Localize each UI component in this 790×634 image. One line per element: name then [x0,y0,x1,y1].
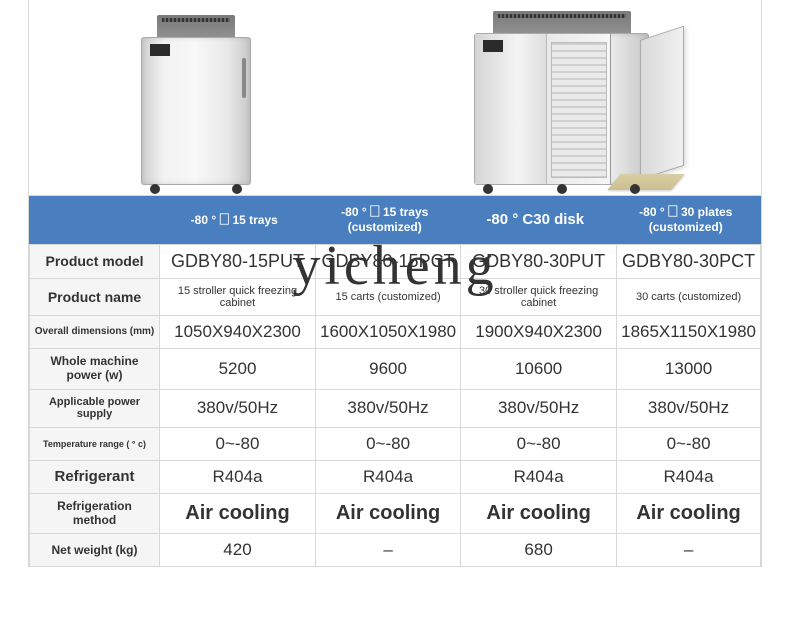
row-label: Refrigeration method [30,493,160,534]
spec-card: -80 ° 🗌 15 trays -80 ° 🗌 15 trays (custo… [28,0,762,567]
table-row: Overall dimensions (mm) 1050X940X2300 16… [30,316,761,349]
header-col-2: -80 ° 🗌 15 trays (customized) [310,196,461,244]
row-label: Product name [30,279,160,316]
cell: 9600 [315,349,460,390]
row-label: Temperature range ( ° c) [30,427,160,460]
cell: 0~-80 [160,427,316,460]
spec-table: Product model GDBY80-15PUT GDBY80-15PCT … [29,244,761,567]
header-col-1: -80 ° 🗌 15 trays [159,196,310,244]
freezer-double-image [474,11,649,185]
cell: 0~-80 [617,427,761,460]
cell: Air cooling [315,493,460,534]
table-row: Temperature range ( ° c) 0~-80 0~-80 0~-… [30,427,761,460]
cell: Air cooling [617,493,761,534]
cell: – [315,534,460,567]
table-row: Product name 15 stroller quick freezing … [30,279,761,316]
cell: 380v/50Hz [160,389,316,427]
cell: 380v/50Hz [617,389,761,427]
table-row: Refrigeration method Air cooling Air coo… [30,493,761,534]
cell: – [617,534,761,567]
cell: R404a [617,460,761,493]
cell: GDBY80-30PUT [461,245,617,279]
cell: 1600X1050X1980 [315,316,460,349]
cell: R404a [461,460,617,493]
row-label: Overall dimensions (mm) [30,316,160,349]
cell: 13000 [617,349,761,390]
cell: 1865X1150X1980 [617,316,761,349]
freezer-single-image [141,15,251,185]
row-label: Refrigerant [30,460,160,493]
cell: GDBY80-15PCT [315,245,460,279]
header-col-4: -80 ° 🗌 30 plates (customized) [611,196,762,244]
cell: 1900X940X2300 [461,316,617,349]
cell: GDBY80-15PUT [160,245,316,279]
header-blank [29,196,159,244]
cell: 10600 [461,349,617,390]
cell: 1050X940X2300 [160,316,316,349]
cell: Air cooling [461,493,617,534]
cell: 30 carts (customized) [617,279,761,316]
cell: R404a [315,460,460,493]
row-label: Applicable power supply [30,389,160,427]
cell: 380v/50Hz [461,389,617,427]
table-row: Product model GDBY80-15PUT GDBY80-15PCT … [30,245,761,279]
product-images [29,0,761,196]
cell: 30 stroller quick freezing cabinet [461,279,617,316]
cell: R404a [160,460,316,493]
cell: GDBY80-30PCT [617,245,761,279]
table-header: -80 ° 🗌 15 trays -80 ° 🗌 15 trays (custo… [29,196,761,244]
cell: Air cooling [160,493,316,534]
cell: 680 [461,534,617,567]
table-row: Net weight (kg) 420 – 680 – [30,534,761,567]
row-label: Product model [30,245,160,279]
cell: 15 stroller quick freezing cabinet [160,279,316,316]
cell: 0~-80 [461,427,617,460]
cell: 420 [160,534,316,567]
cell: 380v/50Hz [315,389,460,427]
row-label: Whole machine power (w) [30,349,160,390]
cell: 5200 [160,349,316,390]
table-row: Applicable power supply 380v/50Hz 380v/5… [30,389,761,427]
cell: 0~-80 [315,427,460,460]
cell: 15 carts (customized) [315,279,460,316]
table-row: Refrigerant R404a R404a R404a R404a [30,460,761,493]
table-row: Whole machine power (w) 5200 9600 10600 … [30,349,761,390]
row-label: Net weight (kg) [30,534,160,567]
header-col-3: -80 ° C30 disk [460,196,611,244]
